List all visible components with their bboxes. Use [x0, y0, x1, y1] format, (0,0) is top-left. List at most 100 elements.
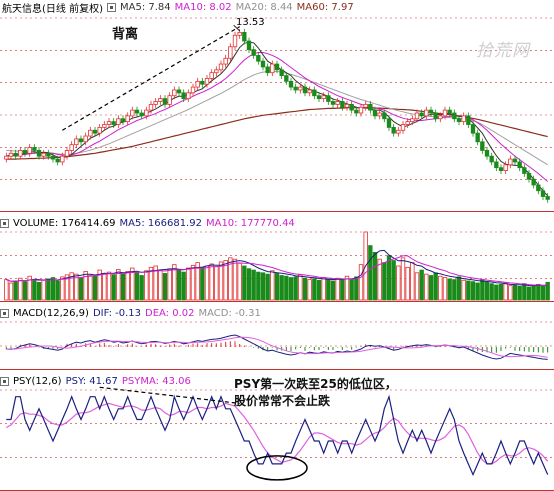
indicator-settings-icon[interactable]: [106, 2, 116, 12]
candle: [400, 124, 406, 131]
volume-bar: [442, 277, 448, 301]
candle: [83, 135, 88, 143]
volume-ma10-line: [6, 255, 548, 286]
candle: [279, 69, 284, 76]
volume-bar: [284, 275, 289, 301]
candle: [209, 72, 214, 79]
volume-bar: [22, 281, 28, 301]
candle: [414, 112, 420, 120]
indicator-settings-icon[interactable]: [0, 376, 9, 386]
candle: [232, 34, 238, 48]
volume-chart[interactable]: [0, 216, 554, 302]
volume-bar: [428, 275, 434, 301]
candle: [461, 115, 466, 123]
volume-bar: [120, 273, 126, 301]
candle: [41, 152, 46, 157]
candle: [419, 112, 424, 117]
candle: [204, 78, 210, 85]
candle: [293, 86, 298, 91]
volume-bar: [517, 286, 522, 301]
candle: [470, 124, 476, 134]
candle: [200, 80, 205, 85]
macd-chart[interactable]: [0, 306, 554, 370]
volume-bar: [223, 260, 228, 301]
volume-bar: [162, 273, 168, 301]
volume-bar: [27, 275, 32, 301]
indicator-settings-icon[interactable]: [0, 308, 9, 318]
candle: [4, 155, 9, 160]
volume-bar: [92, 275, 98, 301]
volume-bar: [326, 279, 331, 301]
volume-bar: [97, 269, 102, 301]
candle: [410, 118, 415, 123]
volume-header: VOLUME: 176414.69 MA5: 166681.92 MA10: 1…: [0, 216, 554, 230]
volume-bar: [242, 265, 247, 301]
macd-panel: MACD(12,26,9) DIF: -0.13 DEA: 0.02 MACD:…: [0, 306, 554, 370]
psy-annotation: PSY第一次跌至25的低位区， 股价常常不会止跌: [234, 376, 397, 410]
volume-bar: [139, 275, 144, 301]
volume-bar: [368, 245, 373, 301]
high-price-label: 13.53: [236, 17, 265, 28]
volume-bar: [344, 275, 350, 301]
candle: [456, 118, 462, 123]
candle: [316, 95, 322, 100]
volume-bar: [358, 264, 364, 301]
candle: [64, 150, 70, 157]
volume-bar: [438, 275, 443, 301]
volume-bar: [218, 261, 224, 301]
ma20-label: MA20: 8.44: [235, 1, 293, 13]
candle: [307, 89, 312, 94]
divergence-trend-line: [62, 26, 240, 131]
volume-bar: [144, 270, 149, 301]
volume-bar: [111, 274, 116, 301]
candle: [158, 98, 163, 102]
candle: [494, 161, 499, 169]
candle: [181, 92, 186, 100]
volume-bar: [526, 286, 532, 301]
volume-bar: [400, 257, 406, 301]
macd-title: MACD(12,26,9): [13, 307, 89, 319]
candle: [438, 115, 443, 120]
volume-bar: [195, 262, 200, 301]
volume-bar: [251, 269, 256, 301]
volume-bar: [302, 277, 308, 301]
candle: [22, 150, 28, 154]
volume-bar: [32, 279, 37, 301]
candle: [321, 95, 326, 100]
candle: [475, 132, 480, 143]
volume-bar: [452, 279, 457, 301]
candle: [358, 106, 364, 114]
volume-bar: [410, 262, 415, 301]
psy-title: PSY(12,6): [13, 375, 62, 387]
volume-bar: [540, 286, 546, 301]
candle: [405, 121, 410, 125]
candle: [176, 89, 182, 94]
indicator-settings-icon[interactable]: [0, 218, 9, 228]
candle: [260, 60, 266, 68]
volume-bar: [461, 279, 466, 301]
candle: [237, 31, 242, 36]
candle: [354, 109, 359, 114]
candle: [489, 155, 494, 163]
volume-bar: [18, 277, 23, 301]
volume-bar: [214, 266, 219, 301]
volume-bar: [447, 278, 452, 301]
volume-bar: [64, 274, 70, 301]
psy-panel: PSY(12,6) PSY: 41.67 PSYMA: 43.06 PSY第一次…: [0, 374, 554, 491]
candle: [125, 115, 130, 123]
candle: [50, 155, 56, 160]
candle: [36, 150, 42, 157]
price-chart[interactable]: [0, 0, 554, 212]
volume-panel: VOLUME: 176414.69 MA5: 166681.92 MA10: 1…: [0, 216, 554, 302]
volume-bar: [503, 282, 508, 301]
volume-bar: [279, 275, 284, 301]
candle: [32, 147, 37, 151]
volume-bar: [536, 283, 541, 301]
volume-bar: [228, 257, 233, 301]
volume-bar: [433, 272, 438, 301]
volume-bar: [55, 280, 60, 301]
volume-bar: [274, 273, 280, 301]
volume-bar: [176, 269, 182, 301]
volume-bar: [172, 264, 177, 301]
volume-bar: [475, 282, 480, 301]
